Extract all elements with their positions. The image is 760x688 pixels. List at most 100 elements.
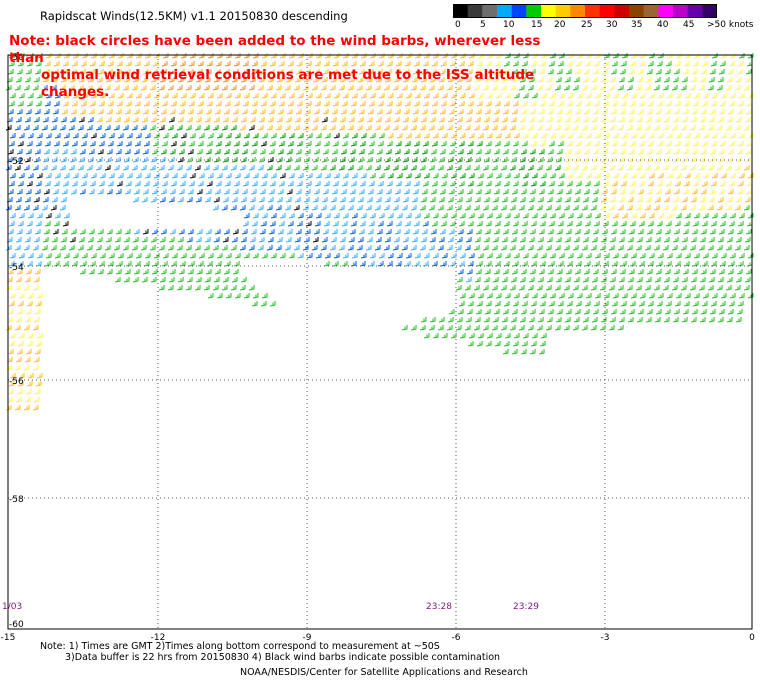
wind-barb — [509, 165, 516, 171]
wind-barb — [41, 165, 48, 171]
wind-barb — [243, 253, 250, 259]
wind-barb — [368, 61, 375, 67]
wind-barb — [88, 149, 95, 155]
wind-barb — [96, 77, 103, 83]
wind-barb — [717, 277, 724, 283]
wind-barb — [332, 261, 339, 267]
wind-barb — [80, 101, 87, 107]
wind-barb — [420, 157, 427, 163]
wind-barb — [466, 309, 473, 315]
wind-barb — [198, 133, 205, 139]
wind-barb — [664, 189, 671, 195]
scale-swatch — [687, 4, 703, 18]
wind-barb — [403, 109, 410, 115]
wind-barb — [428, 325, 435, 331]
wind-barb — [718, 309, 725, 315]
wind-barb — [572, 165, 579, 171]
wind-barb — [582, 237, 589, 243]
wind-barb — [195, 277, 202, 283]
wind-barb — [583, 309, 590, 315]
wind-barb — [267, 117, 274, 123]
wind-barb — [89, 181, 96, 187]
wind-barb — [486, 133, 493, 139]
wind-barb — [566, 181, 573, 187]
wind-barb — [17, 221, 24, 227]
wind-barb — [143, 101, 150, 107]
wind-barb — [716, 285, 723, 291]
wind-barb — [653, 205, 660, 211]
wind-barb — [315, 173, 322, 179]
wind-barb — [248, 285, 255, 291]
wind-barb — [43, 109, 50, 115]
wind-barb — [612, 213, 619, 219]
wind-barb — [572, 245, 579, 251]
wind-barb — [626, 125, 633, 131]
wind-barb — [644, 205, 651, 211]
wind-barb — [519, 117, 526, 123]
wind-barb — [518, 85, 525, 91]
wind-barb — [531, 173, 538, 179]
wind-barb — [716, 85, 723, 91]
wind-barb — [329, 85, 336, 91]
wind-barb — [45, 213, 52, 219]
wind-barb — [655, 229, 662, 235]
wind-barb — [419, 85, 426, 91]
wind-barb — [702, 133, 709, 139]
wind-barb — [491, 285, 498, 291]
wind-barb — [169, 149, 176, 155]
wind-barb — [557, 261, 564, 267]
wind-barb — [288, 133, 295, 139]
wind-barb — [746, 61, 753, 67]
wind-barb — [242, 221, 249, 227]
wind-barb — [726, 237, 733, 243]
wind-barb — [314, 61, 321, 67]
wind-barb — [449, 181, 456, 187]
wind-barb — [394, 189, 401, 195]
wind-barb — [502, 149, 509, 155]
wind-barb — [8, 101, 15, 107]
wind-barb — [248, 125, 255, 131]
wind-barb — [171, 173, 178, 179]
wind-barb — [527, 205, 534, 211]
wind-barb — [521, 261, 528, 267]
wind-barb — [259, 109, 266, 115]
wind-barb — [384, 77, 391, 83]
wind-barb — [8, 61, 15, 67]
wind-barb — [231, 197, 238, 203]
wind-barb — [611, 141, 618, 147]
wind-barb — [617, 165, 624, 171]
wind-barb — [448, 149, 455, 155]
wind-barb — [27, 373, 34, 379]
wind-barb — [52, 109, 59, 115]
wind-barb — [187, 109, 194, 115]
wind-barb — [251, 101, 258, 107]
wind-barb — [545, 125, 552, 131]
wind-barb — [44, 141, 51, 147]
wind-barb — [475, 109, 482, 115]
wind-barb — [636, 157, 643, 163]
wind-barb — [495, 133, 502, 139]
wind-barb — [656, 101, 663, 107]
wind-barb — [296, 181, 303, 187]
wind-barb — [599, 205, 606, 211]
wind-barb — [419, 245, 426, 251]
wind-barb — [251, 141, 258, 147]
wind-barb — [458, 261, 465, 267]
wind-barb — [189, 173, 196, 179]
wind-barb — [212, 125, 219, 131]
wind-barb — [144, 173, 151, 179]
wind-barb — [527, 125, 534, 131]
wind-barb — [269, 301, 276, 307]
wind-barb — [79, 109, 86, 115]
wind-barb — [458, 101, 465, 107]
wind-barb — [89, 141, 96, 147]
wind-barb — [233, 101, 240, 107]
wind-barb — [494, 181, 501, 187]
wind-barb — [116, 101, 123, 107]
wind-barb — [36, 293, 43, 299]
wind-barb — [464, 165, 471, 171]
wind-barb — [537, 117, 544, 123]
wind-barb — [548, 181, 555, 187]
wind-barb — [528, 197, 535, 203]
wind-barb — [747, 93, 754, 99]
